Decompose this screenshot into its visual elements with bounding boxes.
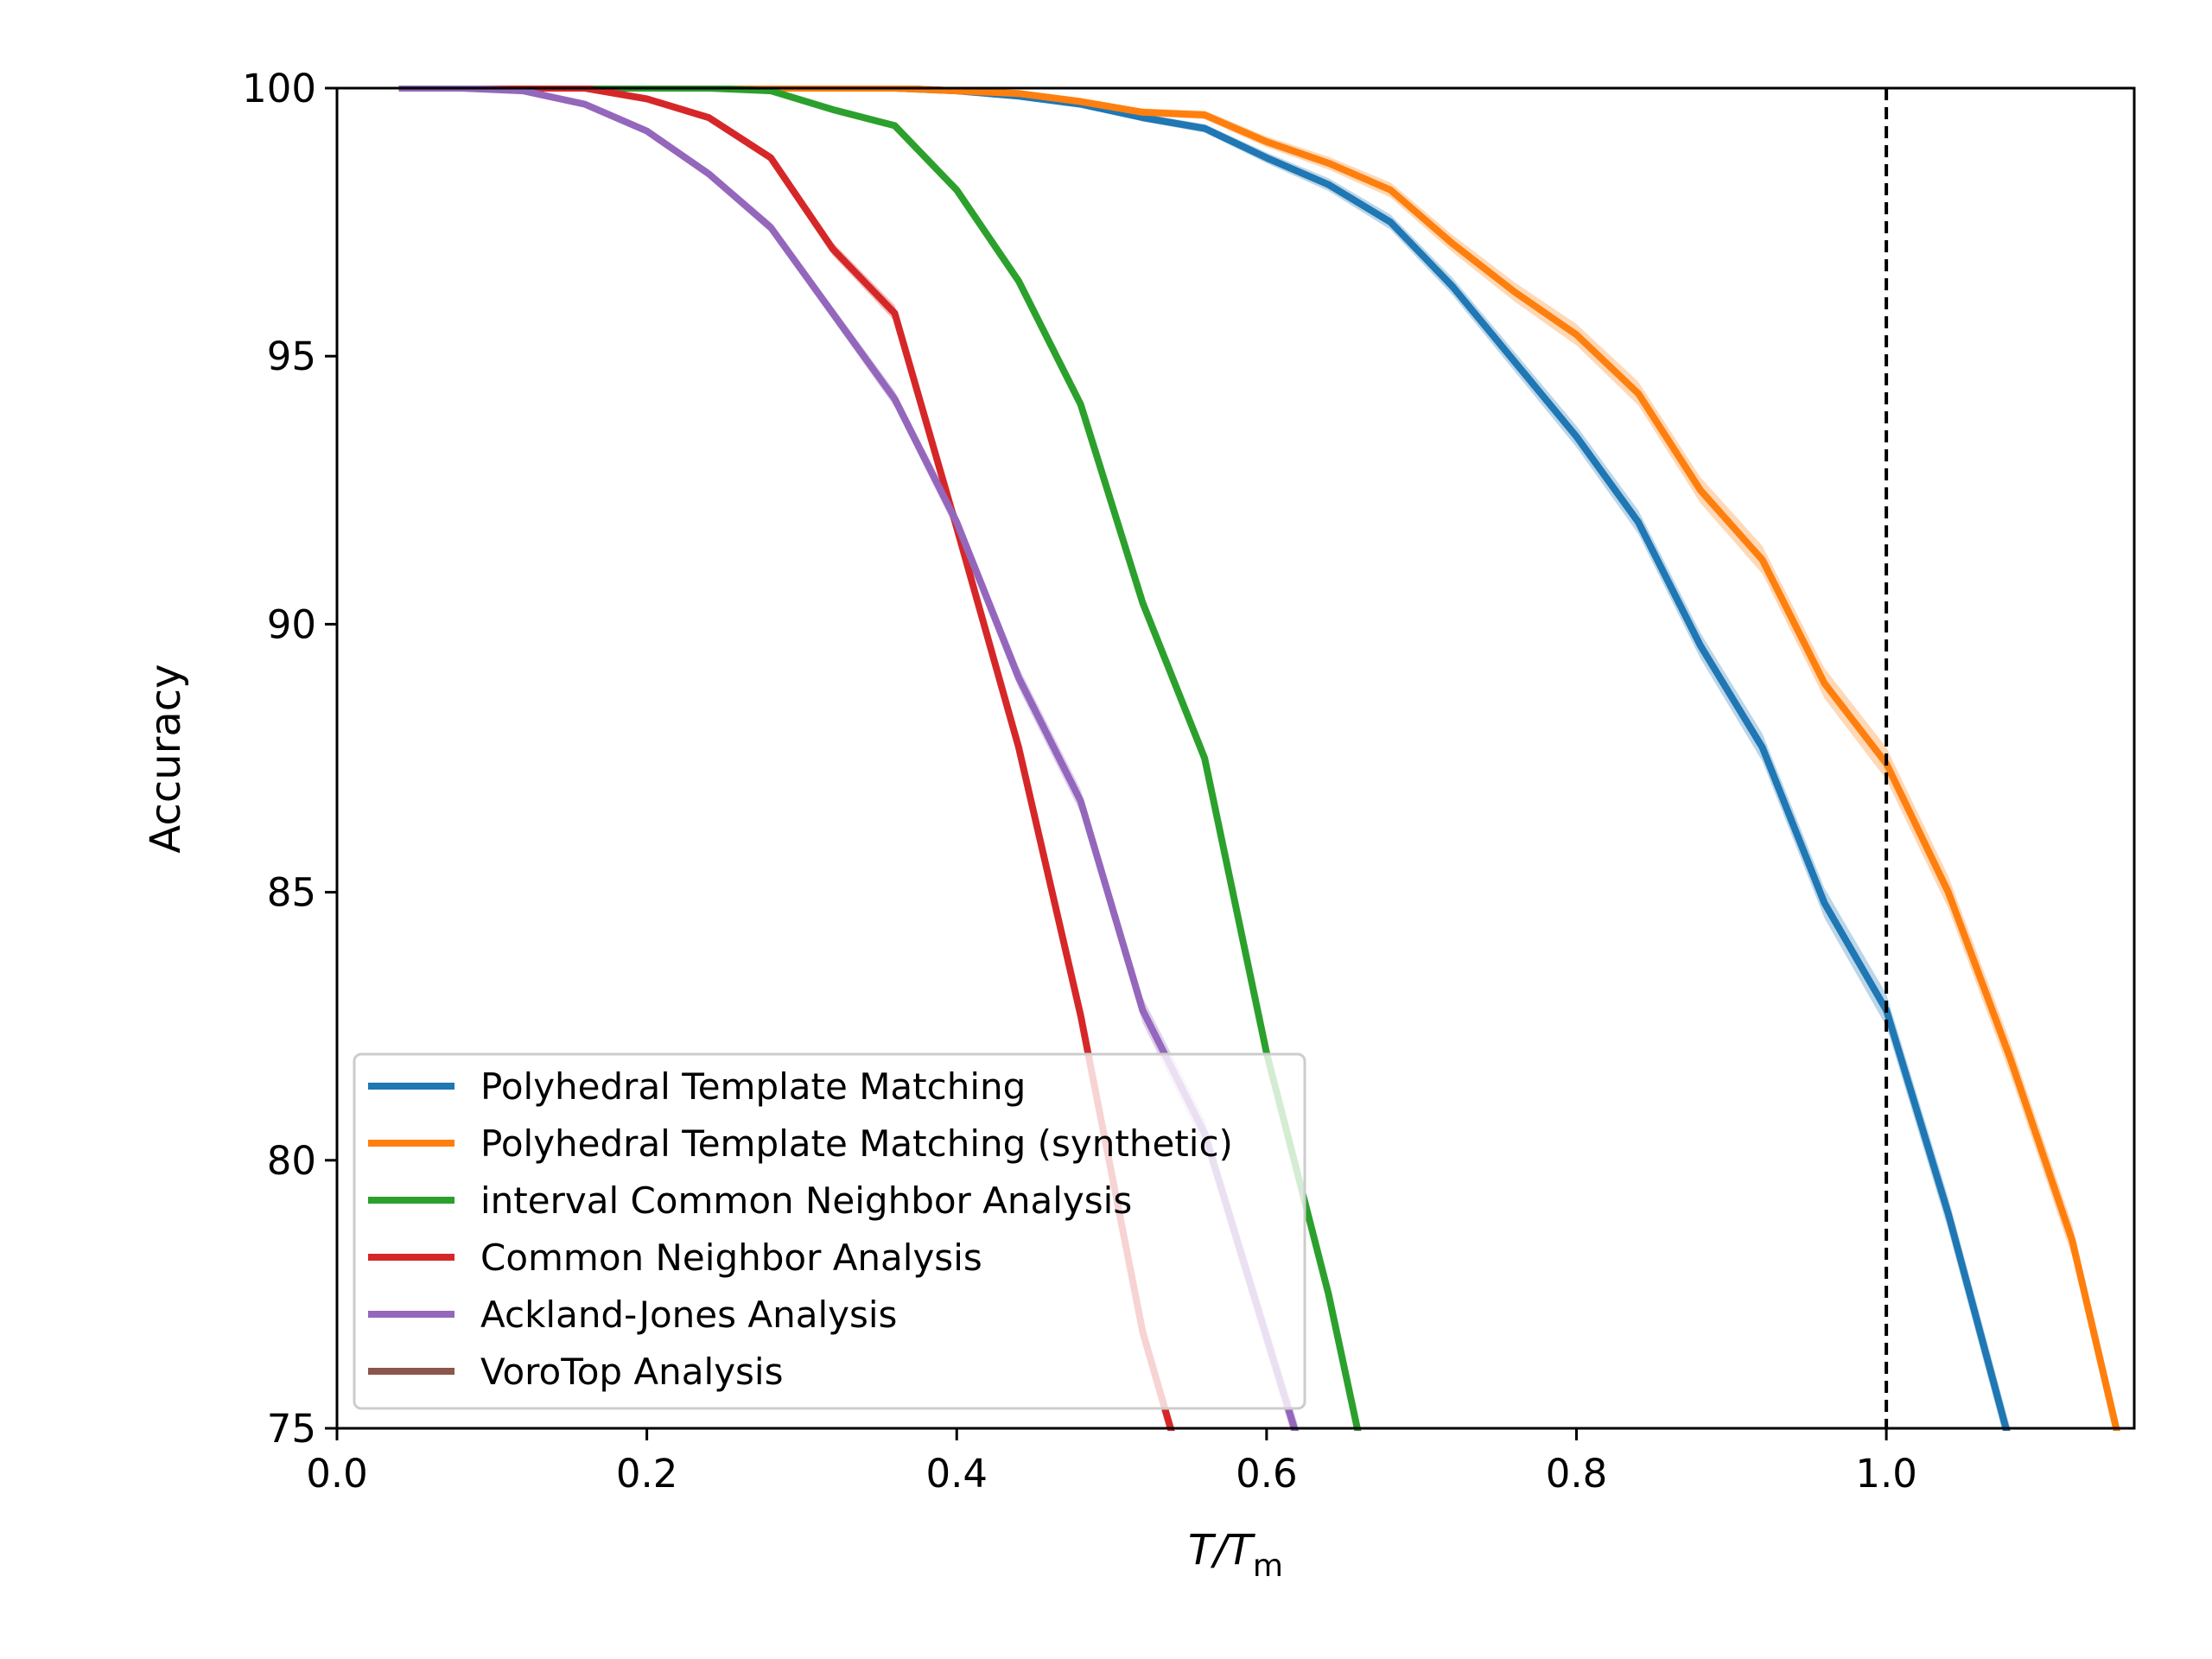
x-axis-ticks: 0.0 0.2 0.4 0.6 0.8 1.0 (306, 1428, 1917, 1497)
x-axis-label-main: T/T (1188, 1526, 1255, 1574)
legend-label: Polyhedral Template Matching (480, 1065, 1026, 1108)
legend-items: Polyhedral Template Matching Polyhedral T… (368, 1065, 1233, 1393)
y-tick-label: 100 (242, 66, 316, 111)
x-tick-label: 1.0 (1855, 1451, 1917, 1497)
legend-label: Ackland-Jones Analysis (480, 1294, 897, 1336)
y-tick-label: 90 (267, 601, 316, 647)
x-tick-label: 0.4 (925, 1451, 988, 1497)
x-tick-label: 0.2 (616, 1451, 678, 1497)
y-tick-label: 75 (267, 1406, 316, 1452)
y-tick-label: 85 (267, 870, 316, 916)
legend: Polyhedral Template Matching Polyhedral T… (353, 1052, 1306, 1410)
legend-label: interval Common Neighbor Analysis (480, 1179, 1132, 1222)
legend-label: VoroTop Analysis (480, 1351, 783, 1393)
y-tick-label: 95 (267, 334, 316, 379)
x-axis-label: T/Tm (1188, 1526, 1283, 1584)
x-axis-label-subscript: m (1253, 1548, 1283, 1584)
x-tick-label: 0.6 (1236, 1451, 1298, 1497)
legend-box (353, 1052, 1306, 1410)
x-tick-label: 0.0 (306, 1451, 368, 1497)
legend-label: Common Neighbor Analysis (480, 1236, 982, 1279)
y-axis-label: Accuracy (142, 664, 190, 853)
plot-frame (335, 86, 2136, 1430)
x-tick-label: 0.8 (1546, 1451, 1608, 1497)
legend-label: Polyhedral Template Matching (synthetic) (480, 1122, 1233, 1165)
y-axis-ticks: 75 80 85 90 95 100 (242, 66, 337, 1452)
y-tick-label: 80 (267, 1138, 316, 1184)
